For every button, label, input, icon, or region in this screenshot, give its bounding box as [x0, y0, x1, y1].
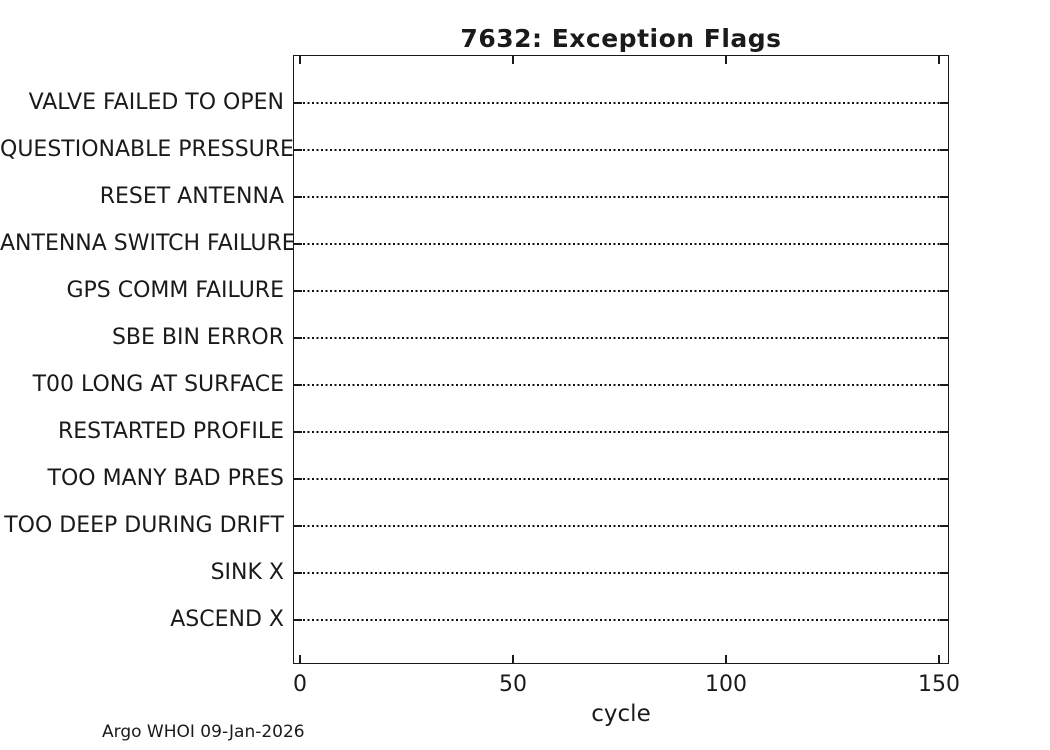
y-tick-label: SBE BIN ERROR	[111, 325, 284, 350]
y-tick-mark-right	[940, 430, 948, 433]
y-tick-label: SINK X	[210, 560, 284, 585]
y-axis-labels: VALVE FAILED TO OPEN QUESTIONABLE PRESSUR…	[0, 0, 296, 750]
plot-area	[293, 55, 949, 664]
y-tick-mark-right	[940, 101, 948, 104]
y-tick-label: T00 LONG AT SURFACE	[32, 372, 284, 397]
footer-text: Argo WHOI 09-Jan-2026	[102, 722, 305, 742]
y-tick-mark-right	[940, 571, 948, 574]
y-tick-mark-right	[940, 195, 948, 198]
x-tick-mark-top	[937, 56, 940, 64]
y-tick-mark-right	[940, 242, 948, 245]
y-tick-mark-left	[294, 101, 302, 104]
x-tick-mark-bottom	[937, 655, 940, 663]
y-tick-mark-right	[940, 383, 948, 386]
gridline-dotted	[294, 148, 948, 151]
gridline-dotted	[294, 336, 948, 339]
y-tick-label: ASCEND X	[170, 607, 284, 632]
y-tick-mark-left	[294, 477, 302, 480]
x-axis-label: cycle	[591, 701, 651, 727]
y-tick-mark-left	[294, 383, 302, 386]
y-tick-mark-left	[294, 148, 302, 151]
y-tick-label: QUESTIONABLE PRESSURE	[0, 137, 294, 162]
y-tick-mark-right	[940, 477, 948, 480]
gridline-dotted	[294, 524, 948, 527]
x-tick-mark-top	[298, 56, 301, 64]
gridline-dotted	[294, 195, 948, 198]
chart-title: 7632: Exception Flags	[460, 24, 782, 53]
y-tick-label: TOO MANY BAD PRES	[47, 466, 284, 491]
x-tick-mark-bottom	[724, 655, 727, 663]
x-tick-mark-bottom	[298, 655, 301, 663]
y-tick-mark-left	[294, 571, 302, 574]
y-tick-mark-left	[294, 195, 302, 198]
y-tick-mark-left	[294, 242, 302, 245]
y-tick-mark-right	[940, 524, 948, 527]
gridline-dotted	[294, 242, 948, 245]
y-tick-label: RESET ANTENNA	[99, 184, 284, 209]
gridline-dotted	[294, 289, 948, 292]
gridline-dotted	[294, 430, 948, 433]
y-tick-mark-left	[294, 289, 302, 292]
gridline-dotted	[294, 618, 948, 621]
y-tick-mark-right	[940, 148, 948, 151]
y-tick-label: GPS COMM FAILURE	[66, 278, 284, 303]
y-tick-mark-left	[294, 430, 302, 433]
y-tick-mark-right	[940, 289, 948, 292]
y-tick-mark-left	[294, 524, 302, 527]
gridline-dotted	[294, 383, 948, 386]
gridline-dotted	[294, 101, 948, 104]
y-tick-mark-left	[294, 336, 302, 339]
gridline-dotted	[294, 571, 948, 574]
y-tick-label: RESTARTED PROFILE	[57, 419, 284, 444]
y-tick-mark-right	[940, 618, 948, 621]
y-tick-label: VALVE FAILED TO OPEN	[28, 90, 284, 115]
x-tick-label: 50	[499, 672, 527, 697]
x-tick-mark-top	[724, 56, 727, 64]
x-tick-label: 0	[293, 672, 307, 697]
x-tick-mark-bottom	[511, 655, 514, 663]
y-tick-label: TOO DEEP DURING DRIFT	[4, 513, 284, 538]
y-tick-mark-right	[940, 336, 948, 339]
y-tick-label: ANTENNA SWITCH FAILURE	[0, 231, 296, 256]
y-tick-mark-left	[294, 618, 302, 621]
x-tick-mark-top	[511, 56, 514, 64]
x-tick-label: 100	[705, 672, 747, 697]
x-tick-label: 150	[918, 672, 960, 697]
gridline-dotted	[294, 477, 948, 480]
